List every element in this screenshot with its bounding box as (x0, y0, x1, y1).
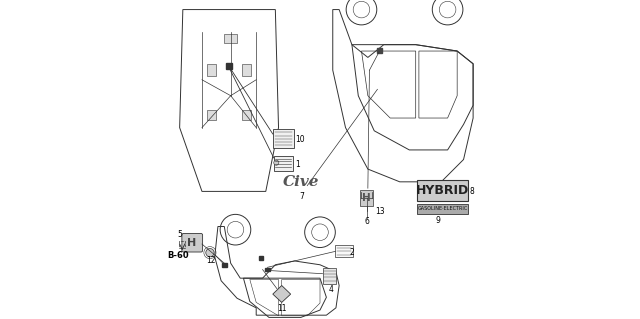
Polygon shape (224, 34, 237, 43)
Circle shape (274, 160, 279, 165)
Polygon shape (207, 110, 216, 120)
Text: H: H (188, 238, 196, 248)
Bar (226, 63, 232, 69)
Bar (323, 268, 336, 284)
Text: 11: 11 (277, 304, 287, 313)
Text: 2: 2 (350, 248, 355, 257)
Text: H: H (362, 193, 371, 203)
Text: 13: 13 (375, 207, 385, 216)
Text: 1: 1 (295, 160, 300, 169)
Text: 8: 8 (469, 187, 474, 196)
Polygon shape (242, 64, 252, 76)
Text: 5: 5 (177, 230, 182, 239)
Text: HYBRID: HYBRID (416, 184, 469, 197)
Text: B-60: B-60 (167, 251, 189, 260)
Bar (360, 190, 373, 206)
Text: 7: 7 (300, 192, 305, 201)
Bar (273, 129, 294, 148)
Text: GASOLINE·ELECTRIC: GASOLINE·ELECTRIC (417, 206, 468, 211)
Bar (335, 245, 353, 257)
Text: 6: 6 (364, 217, 369, 226)
Polygon shape (242, 110, 252, 120)
Text: 4: 4 (329, 285, 333, 294)
Bar (259, 256, 263, 260)
Circle shape (206, 249, 214, 257)
Bar (274, 156, 293, 171)
Bar (417, 180, 468, 201)
Bar (222, 263, 227, 267)
Text: 12: 12 (206, 256, 215, 265)
Bar (417, 204, 468, 214)
Bar (265, 268, 269, 271)
Polygon shape (207, 64, 216, 76)
Text: Cive: Cive (283, 175, 319, 189)
Bar (179, 241, 186, 248)
Bar (378, 48, 382, 53)
Polygon shape (273, 286, 291, 302)
FancyBboxPatch shape (182, 234, 203, 252)
Text: 9: 9 (436, 216, 440, 225)
Text: 10: 10 (295, 135, 305, 144)
